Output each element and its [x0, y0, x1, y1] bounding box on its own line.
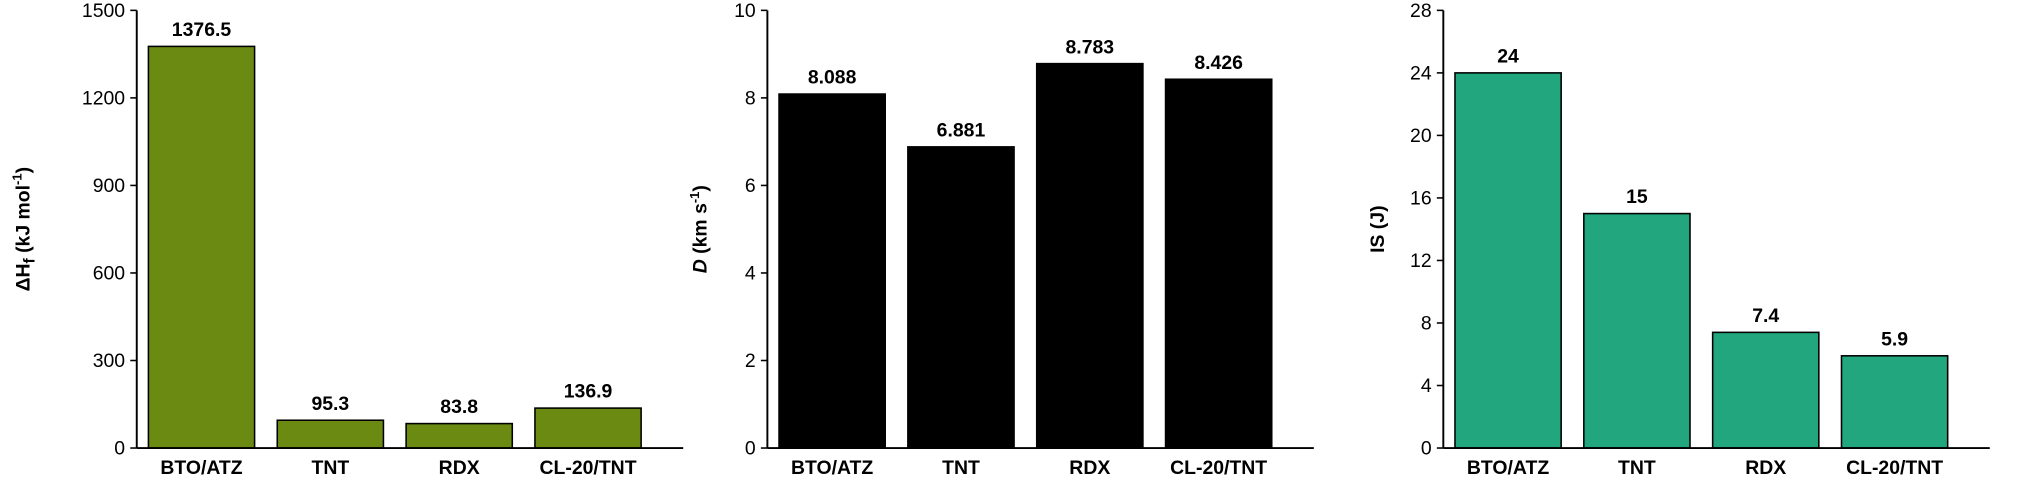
bar — [1164, 78, 1273, 449]
bar — [778, 93, 886, 449]
value-label: 15 — [1626, 186, 1648, 208]
y-axis-label-part: ) — [690, 185, 712, 191]
bar — [907, 146, 1015, 449]
y-tick-label: 10 — [734, 0, 756, 22]
chart-panel: 0 4 8 12 16 20 24 28 24 BTO/ATZ 15 TNT 7.4 RDX 5.9 CL-2… — [1367, 0, 1990, 479]
y-tick-label: 24 — [1410, 62, 1432, 84]
y-tick-label: 28 — [1410, 0, 1432, 22]
y-axis-label-part: -1 — [687, 192, 702, 204]
y-tick-label: 16 — [1410, 187, 1432, 209]
x-tick-label: TNT — [311, 457, 349, 479]
x-tick-label: BTO/ATZ — [160, 457, 242, 479]
value-label: 8.783 — [1066, 36, 1115, 58]
y-tick-label: 8 — [745, 87, 756, 109]
x-tick-label: CL-20/TNT — [1170, 457, 1267, 479]
x-tick-label: CL-20/TNT — [1846, 457, 1943, 479]
value-label: 8.426 — [1194, 52, 1243, 74]
y-tick-label: 6 — [745, 175, 756, 197]
y-axis-label-part: D — [690, 259, 712, 273]
value-label: 136.9 — [564, 381, 613, 403]
bar — [276, 419, 385, 449]
y-axis-label-part: ) — [12, 167, 34, 173]
x-tick-label: RDX — [1069, 457, 1110, 479]
y-axis-label-part: -1 — [10, 173, 25, 185]
y-tick-label: 900 — [93, 175, 126, 197]
y-axis-label-part: IS (J) — [1367, 205, 1389, 252]
value-label: 95.3 — [311, 393, 349, 415]
y-tick-label: 0 — [1421, 438, 1432, 460]
x-tick-label: BTO/ATZ — [791, 457, 873, 479]
bar — [1035, 62, 1144, 449]
y-axis-label-part: f — [21, 257, 38, 263]
bar — [1711, 331, 1820, 449]
value-label: 5.9 — [1881, 328, 1908, 350]
y-axis-label-part: (kJ mol — [12, 185, 34, 258]
y-axis-label-part: (km s — [690, 203, 712, 259]
y-tick-label: 4 — [1421, 375, 1432, 397]
x-tick-label: RDX — [1745, 457, 1786, 479]
bar — [1454, 72, 1562, 449]
x-tick-label: TNT — [942, 457, 980, 479]
bar — [534, 407, 642, 449]
x-tick-label: BTO/ATZ — [1467, 457, 1549, 479]
chart-panel: 0 2 4 6 8 10 8.088 BTO/ATZ 6.881 TNT 8.783 RDX 8.426… — [687, 0, 1314, 479]
y-tick-label: 20 — [1410, 125, 1432, 147]
x-tick-label: TNT — [1618, 457, 1656, 479]
bar — [147, 45, 256, 449]
y-tick-label: 0 — [114, 438, 125, 460]
y-axis-label: ΔHf (kJ mol-1) — [10, 167, 39, 291]
y-tick-label: 600 — [93, 262, 126, 284]
y-tick-label: 12 — [1410, 250, 1432, 272]
value-label: 24 — [1497, 46, 1519, 68]
y-tick-label: 2 — [745, 350, 756, 372]
value-label: 7.4 — [1752, 305, 1779, 327]
y-tick-label: 1500 — [82, 0, 125, 22]
x-tick-label: RDX — [439, 457, 480, 479]
y-axis-label: D (km s-1) — [687, 185, 712, 273]
bar — [1840, 355, 1949, 449]
bar — [1583, 212, 1691, 449]
y-tick-label: 0 — [745, 438, 756, 460]
value-label: 8.088 — [808, 67, 857, 89]
y-axis-label: IS (J) — [1367, 205, 1389, 252]
y-tick-label: 1200 — [82, 87, 125, 109]
y-tick-label: 4 — [745, 262, 756, 284]
y-axis-label-part: ΔH — [12, 263, 34, 291]
x-tick-label: CL-20/TNT — [540, 457, 637, 479]
y-tick-label: 8 — [1421, 312, 1432, 334]
value-label: 83.8 — [440, 396, 478, 418]
value-label: 1376.5 — [172, 19, 232, 41]
y-tick-label: 300 — [93, 350, 126, 372]
bar — [405, 422, 514, 449]
chart-panel: 0 300 600 900 1200 1500 1376.5 BTO/ATZ 95.3 TNT 83… — [10, 0, 684, 479]
value-label: 6.881 — [937, 120, 986, 142]
